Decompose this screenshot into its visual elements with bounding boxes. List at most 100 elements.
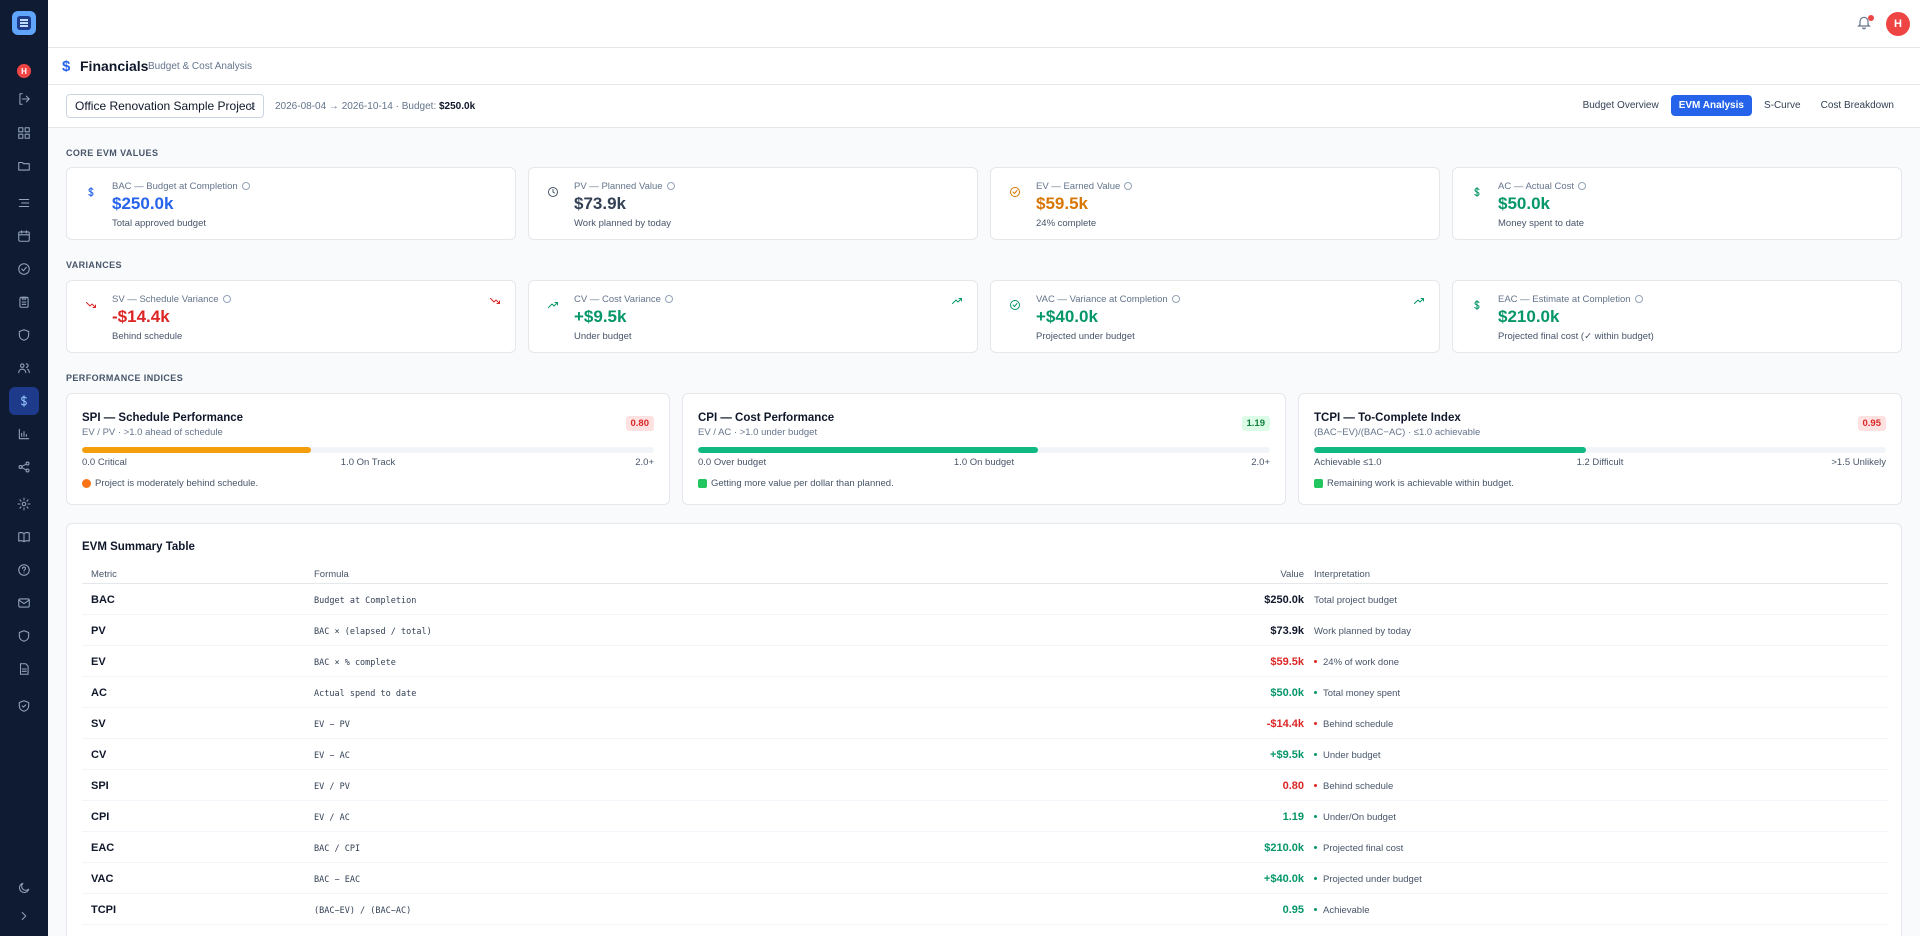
perf-progress-track bbox=[698, 447, 1270, 453]
row-metric: BAC bbox=[91, 594, 115, 606]
notifications-button[interactable] bbox=[1856, 14, 1876, 34]
calendar-icon bbox=[18, 230, 30, 242]
row-value: $250.0k bbox=[1264, 594, 1304, 606]
info-icon[interactable] bbox=[222, 295, 231, 303]
gear-icon bbox=[17, 497, 31, 511]
header-formula: Formula bbox=[314, 569, 349, 580]
row-metric: VAC bbox=[91, 873, 114, 885]
sidebar-item-team[interactable] bbox=[14, 358, 34, 378]
row-formula: EV − AC bbox=[314, 751, 350, 761]
table-row: PV BAC × (elapsed / total) $73.9k Work plan… bbox=[82, 615, 1888, 646]
project-meta: 2026-08-04 → 2026-10-14 · Budget: $250.0… bbox=[275, 101, 475, 112]
chevron-right-icon bbox=[21, 911, 27, 921]
row-metric: EV bbox=[91, 656, 106, 668]
status-dot bbox=[1314, 846, 1317, 849]
clock-icon bbox=[543, 182, 563, 202]
dollar-icon: $ bbox=[62, 58, 71, 75]
sidebar-avatar[interactable]: H bbox=[17, 64, 31, 78]
sidebar-item-reports[interactable] bbox=[14, 424, 34, 444]
metric-desc: Work planned by today bbox=[574, 218, 671, 229]
list-icon bbox=[18, 198, 30, 208]
metric-label: SV — Schedule Variance bbox=[112, 294, 231, 305]
card-sv: SV — Schedule Variance -$14.4k Behind sc… bbox=[66, 280, 516, 353]
perf-subtitle: EV / PV · >1.0 ahead of schedule bbox=[82, 427, 223, 438]
status-dot bbox=[1314, 722, 1317, 725]
sidebar-item-compliance[interactable] bbox=[14, 696, 34, 716]
row-interpretation: Under/On budget bbox=[1314, 812, 1396, 823]
table-row: SV EV − PV -$14.4k Behind schedule bbox=[82, 708, 1888, 739]
status-dot bbox=[1314, 877, 1317, 880]
sidebar-item-docs[interactable] bbox=[14, 527, 34, 547]
row-metric: SPI bbox=[91, 780, 109, 792]
row-value: 0.95 bbox=[1282, 904, 1304, 916]
info-icon[interactable] bbox=[1578, 182, 1587, 190]
table-header: Metric Formula Value Interpretation bbox=[82, 562, 1888, 584]
sidebar-item-settings[interactable] bbox=[14, 494, 34, 514]
sidebar-item-help[interactable] bbox=[14, 560, 34, 580]
sidebar-item-clipboard[interactable] bbox=[14, 292, 34, 312]
trend-down-icon bbox=[489, 295, 503, 309]
perf-subtitle: EV / AC · >1.0 under budget bbox=[698, 427, 818, 438]
sidebar-item-share[interactable] bbox=[14, 457, 34, 477]
dollar-icon bbox=[81, 182, 101, 202]
sidebar-item-dashboard[interactable] bbox=[14, 123, 34, 143]
info-icon[interactable] bbox=[1124, 182, 1133, 190]
trend-up-icon bbox=[543, 295, 563, 315]
sidebar-item-financials[interactable] bbox=[9, 387, 39, 415]
logout-icon bbox=[19, 93, 30, 105]
sidebar-item-files[interactable] bbox=[14, 156, 34, 176]
check-circle-icon bbox=[1005, 295, 1025, 315]
sidebar-expand[interactable] bbox=[14, 906, 34, 926]
metric-label: PV — Planned Value bbox=[574, 181, 675, 192]
sidebar-item-security[interactable] bbox=[14, 626, 34, 646]
table-row: AC Actual spend to date $50.0k Total money … bbox=[82, 677, 1888, 708]
sidebar-item-logout[interactable] bbox=[14, 89, 34, 109]
perf-badge: 1.19 bbox=[1241, 416, 1270, 431]
status-dot bbox=[1314, 753, 1317, 756]
project-budget: $250.0k bbox=[439, 101, 476, 112]
sidebar-item-risk[interactable] bbox=[14, 325, 34, 345]
metric-label: EAC — Estimate at Completion bbox=[1498, 294, 1643, 305]
info-icon[interactable] bbox=[666, 182, 675, 190]
sidebar-item-mail[interactable] bbox=[14, 593, 34, 613]
info-icon[interactable] bbox=[1634, 295, 1643, 303]
trend-up-icon bbox=[951, 295, 965, 309]
metric-label: BAC — Budget at Completion bbox=[112, 181, 250, 192]
user-avatar[interactable]: H bbox=[1886, 12, 1910, 36]
tab-s-curve[interactable]: S-Curve bbox=[1763, 100, 1801, 111]
card-vac: VAC — Variance at Completion +$40.0k Pro… bbox=[990, 280, 1440, 353]
sidebar: H bbox=[0, 0, 48, 936]
evm-summary-table: Metric Formula Value Interpretation BAC B… bbox=[82, 562, 1888, 925]
sidebar-item-tasks[interactable] bbox=[14, 193, 34, 213]
table-row: CPI EV / AC 1.19 Under/On budget bbox=[82, 801, 1888, 832]
row-interpretation: Projected final cost bbox=[1314, 843, 1403, 854]
page-header: $ Financials Budget & Cost Analysis bbox=[48, 48, 1920, 85]
sidebar-item-calendar[interactable] bbox=[14, 226, 34, 246]
row-interpretation: Total money spent bbox=[1314, 688, 1400, 699]
sidebar-item-documents[interactable] bbox=[14, 659, 34, 679]
metric-desc: Under budget bbox=[574, 331, 632, 342]
toolbar: Office Renovation Sample Project 2026-08… bbox=[48, 85, 1920, 128]
row-formula: EV / AC bbox=[314, 813, 350, 823]
scale-mid-label: 1.0 On budget bbox=[953, 457, 1015, 468]
project-select[interactable]: Office Renovation Sample Project bbox=[66, 94, 264, 118]
tab-evm-analysis[interactable]: EVM Analysis bbox=[1670, 95, 1752, 116]
info-icon[interactable] bbox=[241, 182, 250, 190]
theme-toggle[interactable] bbox=[14, 878, 34, 898]
metric-value: -$14.4k bbox=[112, 307, 170, 326]
info-icon[interactable] bbox=[1171, 295, 1180, 303]
perf-title: SPI — Schedule Performance bbox=[82, 412, 244, 424]
tab-cost-breakdown[interactable]: Cost Breakdown bbox=[1820, 100, 1894, 111]
row-metric: CPI bbox=[91, 811, 110, 823]
status-dot bbox=[1314, 908, 1317, 911]
sidebar-item-approvals[interactable] bbox=[14, 259, 34, 279]
info-icon[interactable] bbox=[664, 295, 673, 303]
row-formula: Budget at Completion bbox=[314, 596, 417, 606]
app-logo[interactable] bbox=[12, 11, 36, 35]
header-interpretation: Interpretation bbox=[1314, 569, 1370, 580]
tab-budget-overview[interactable]: Budget Overview bbox=[1582, 100, 1659, 111]
row-formula: BAC − EAC bbox=[314, 875, 361, 885]
check-box-icon bbox=[698, 479, 707, 488]
row-value: $210.0k bbox=[1264, 842, 1304, 854]
bell-icon bbox=[1857, 16, 1871, 30]
